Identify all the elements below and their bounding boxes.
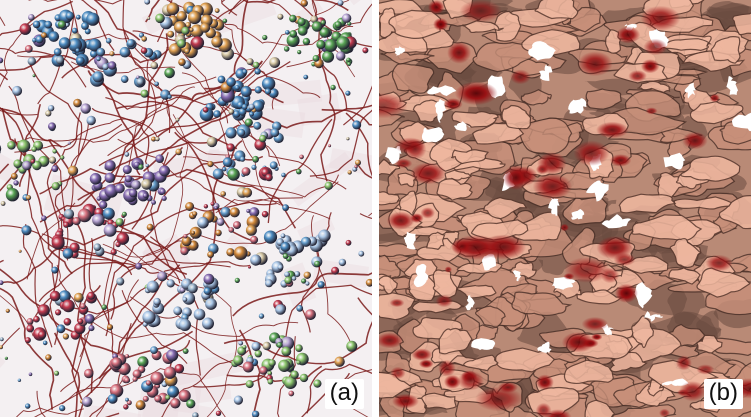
sphere-clusters [0, 0, 372, 417]
panel-label-a: (a) [324, 379, 364, 409]
panel-a-fiber-network: (a) [0, 0, 372, 417]
intensity-hotspots [379, 0, 751, 417]
porous-surface-render [379, 0, 751, 417]
panel-b-porous-surface: (b) [379, 0, 751, 417]
surface-layers [379, 0, 751, 417]
fiber-network-render [0, 0, 372, 417]
panel-label-b: (b) [703, 379, 743, 409]
